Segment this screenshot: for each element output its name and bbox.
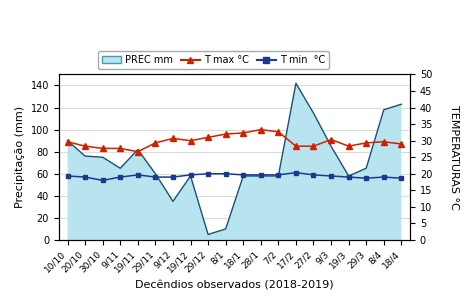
Y-axis label: Precipitação (mm): Precipitação (mm) bbox=[15, 106, 25, 208]
Y-axis label: TEMPERATURAS °C: TEMPERATURAS °C bbox=[449, 105, 459, 210]
Legend: PREC mm, T max °C, T min  °C: PREC mm, T max °C, T min °C bbox=[98, 51, 329, 69]
X-axis label: Decêndios observados (2018-2019): Decêndios observados (2018-2019) bbox=[135, 280, 334, 290]
